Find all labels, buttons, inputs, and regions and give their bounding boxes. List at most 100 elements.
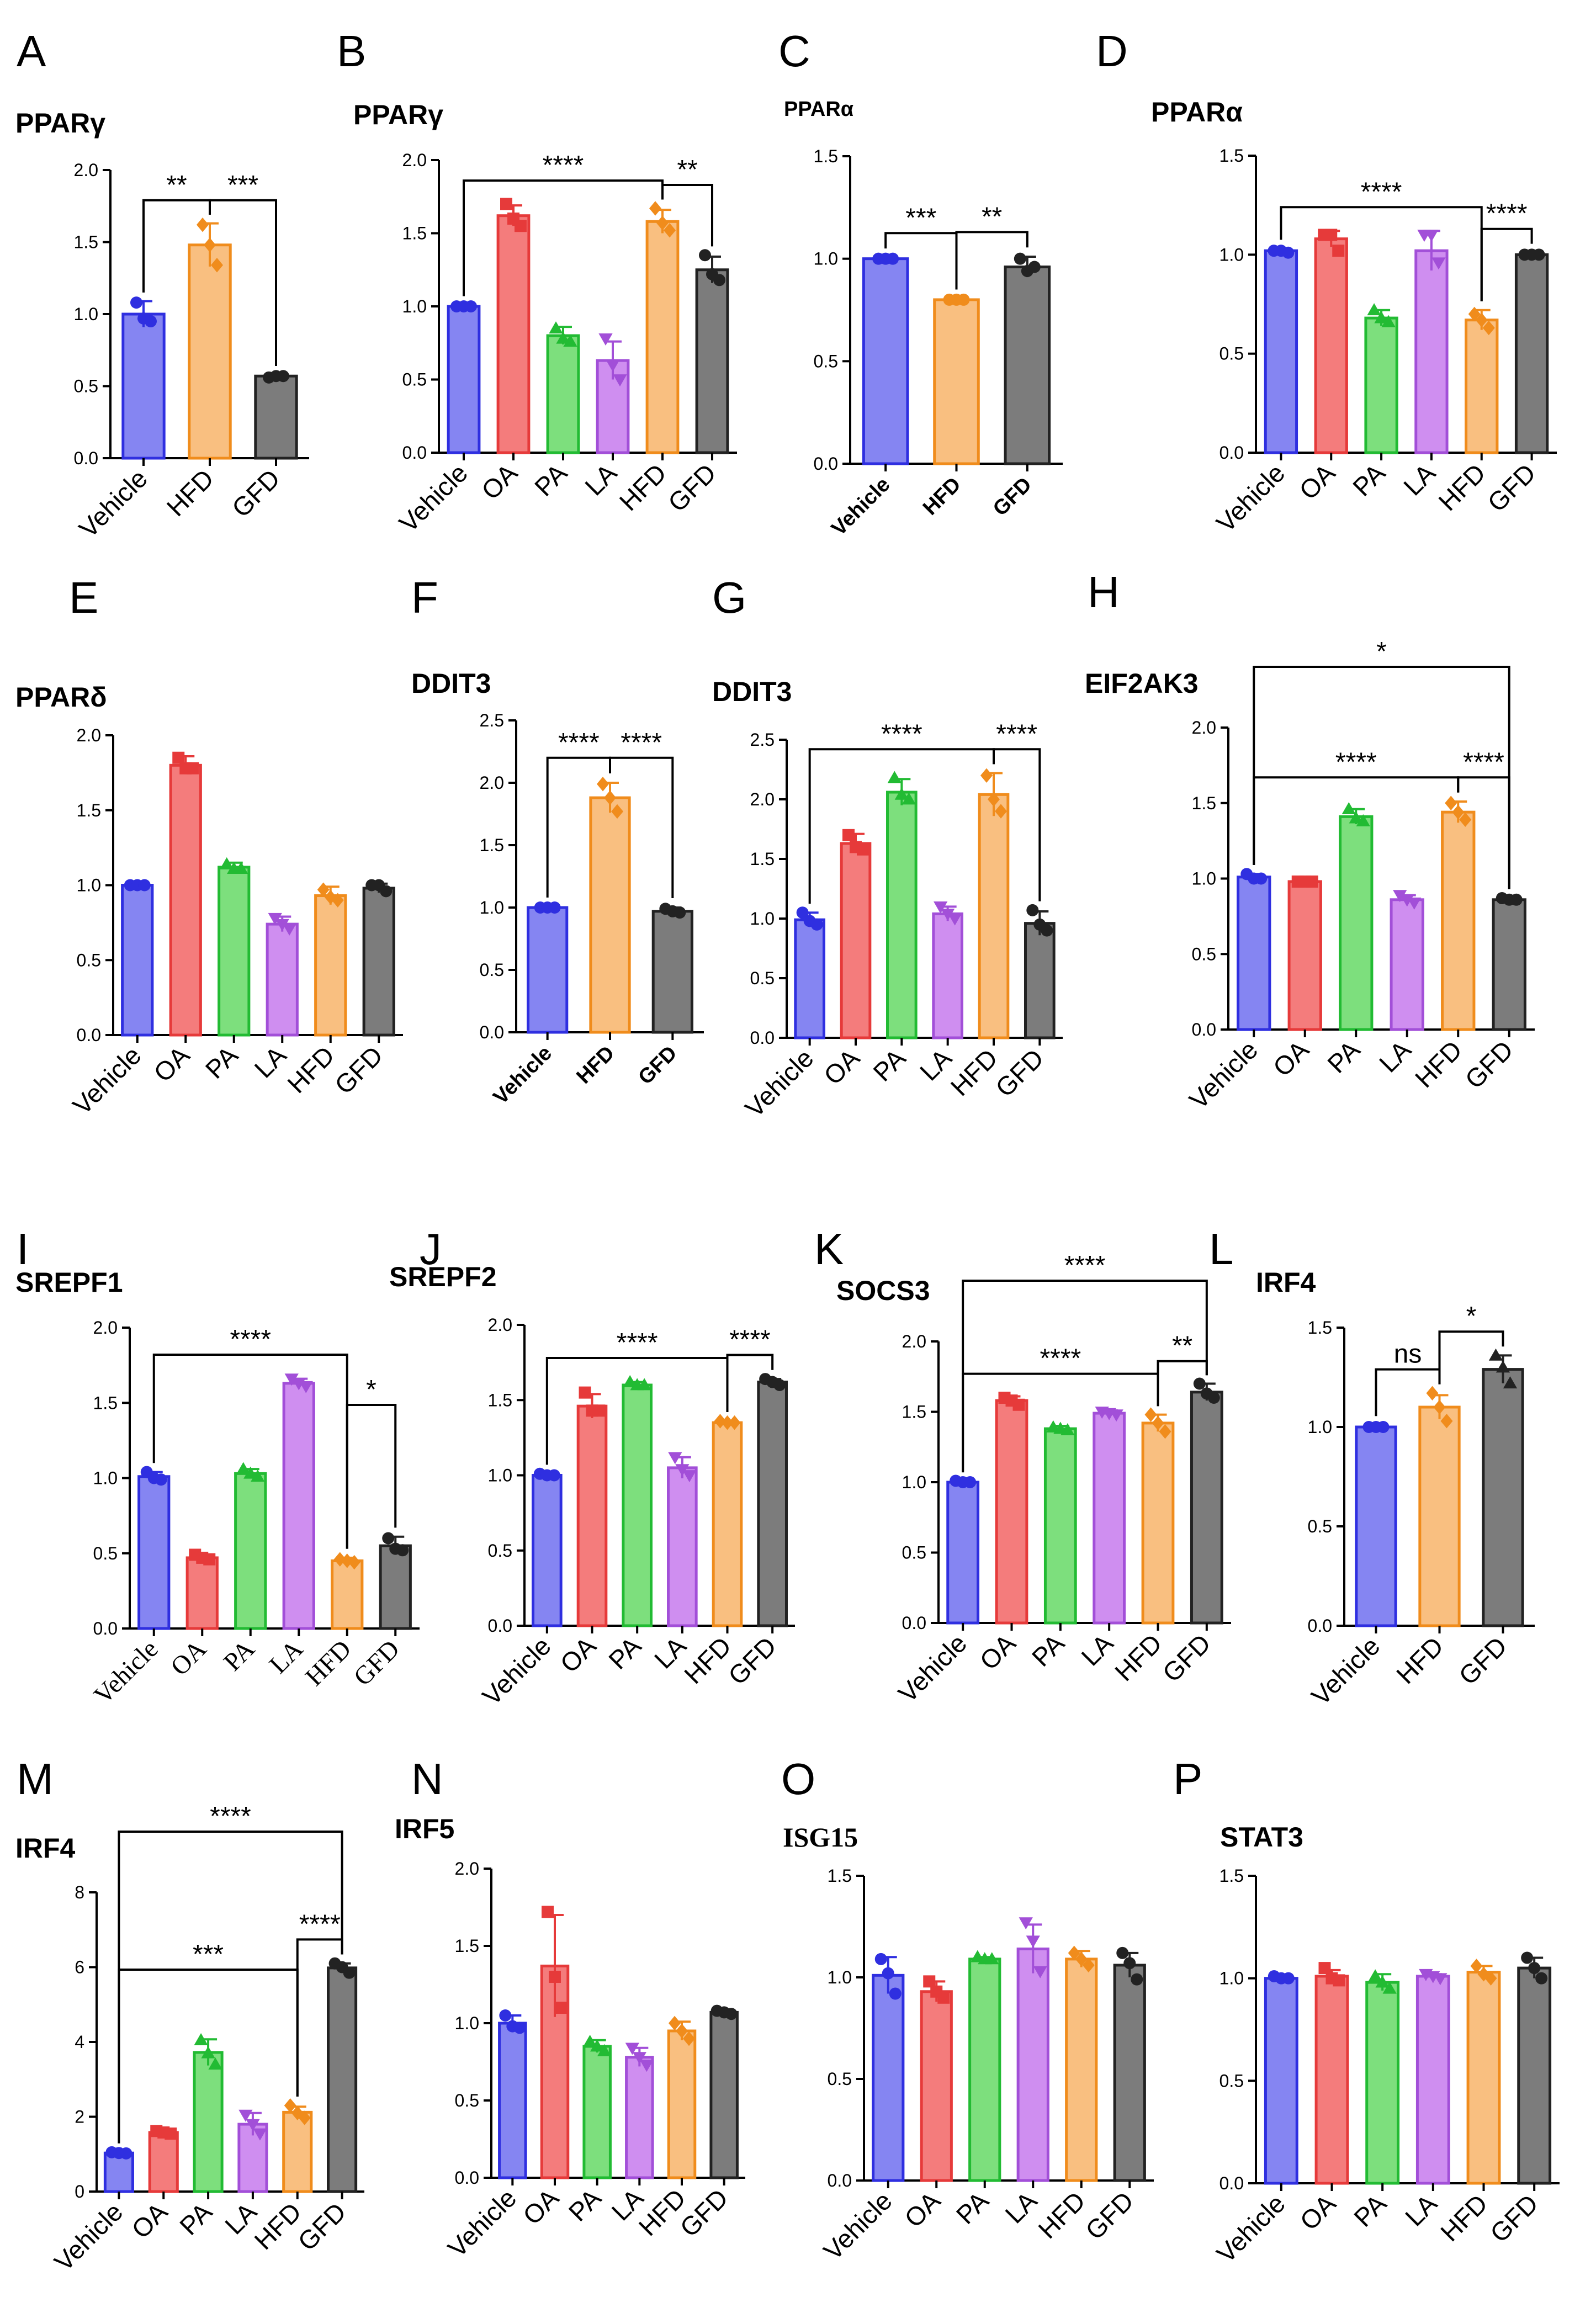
data-point	[941, 909, 955, 921]
bar-vehicle	[794, 918, 826, 1039]
data-point	[563, 334, 577, 347]
bar-gfd	[651, 910, 693, 1034]
panel-label: K	[814, 1224, 844, 1274]
data-point	[548, 1469, 560, 1482]
panel-label: P	[1173, 1754, 1202, 1803]
data-point	[988, 792, 1000, 807]
y-tick-label: 1.5	[455, 1936, 479, 1956]
x-tick-label: PA	[950, 2185, 994, 2230]
significance-label: ****	[1040, 1344, 1081, 1373]
data-point	[348, 1555, 360, 1570]
y-tick-label: 1.5	[402, 224, 427, 243]
bar-gfd	[695, 268, 729, 454]
significance-bracket	[209, 199, 277, 366]
x-tick-label: HFD	[678, 1631, 737, 1690]
data-point	[625, 2043, 639, 2055]
bar-gfd	[709, 2010, 739, 2179]
bar-pa	[1043, 1427, 1077, 1625]
bar-pa	[886, 791, 918, 1039]
significance-bracket	[118, 1831, 343, 2144]
y-tick-label: 1.5	[77, 800, 101, 820]
y-tick-label: 1.5	[902, 1402, 926, 1422]
x-tick-label: OA	[899, 2185, 946, 2233]
bar-gfd	[1482, 1368, 1524, 1627]
y-tick-label: 0.5	[480, 960, 504, 980]
significance-label: ***	[227, 171, 258, 200]
bar-pa	[193, 2051, 224, 2193]
x-tick-label: OA	[554, 1631, 602, 1678]
bar-pa	[234, 1472, 267, 1630]
y-tick-label: 1.5	[828, 1866, 852, 1886]
significance-label: *	[366, 1375, 377, 1404]
data-point	[674, 906, 686, 919]
data-point	[120, 2147, 132, 2160]
data-point	[380, 885, 393, 898]
panel-label: N	[411, 1754, 443, 1803]
data-point	[282, 923, 296, 936]
data-point	[187, 762, 199, 774]
data-point	[1496, 1360, 1510, 1373]
significance-bracket	[1457, 776, 1510, 889]
data-point	[284, 1373, 299, 1386]
x-tick-label: Vehicle	[73, 464, 153, 544]
data-point	[542, 1906, 554, 1918]
x-tick-label: PA	[529, 458, 573, 502]
data-point	[902, 792, 916, 805]
significance-label: ****	[1361, 177, 1402, 206]
chart-title: ISG15	[783, 1822, 858, 1853]
data-point	[676, 2023, 688, 2039]
bar-oa	[995, 1399, 1028, 1625]
bar-vehicle	[532, 1474, 563, 1627]
y-tick-label: 2	[75, 2107, 84, 2127]
data-point	[1470, 1959, 1483, 1974]
bar-hfd	[282, 2110, 313, 2193]
bar-la	[667, 1466, 698, 1627]
significance-bracket	[1438, 1330, 1504, 1384]
x-tick-label: PA	[563, 2183, 607, 2227]
bar-vehicle	[1264, 1977, 1298, 2185]
chart-title: STAT3	[1220, 1822, 1303, 1853]
y-tick-label: 0.0	[1219, 2173, 1244, 2193]
x-tick-label: HFD	[1433, 458, 1491, 517]
data-point	[882, 1967, 894, 1980]
significance-label: *	[1466, 1302, 1477, 1331]
chart-title: PPARγ	[15, 108, 105, 139]
x-tick-label: HFD	[1109, 1628, 1168, 1687]
y-tick-label: 1.0	[1192, 869, 1216, 889]
significance-label: ns	[1394, 1340, 1422, 1369]
data-point	[606, 359, 620, 372]
data-point	[1123, 1957, 1136, 1970]
bar-pa	[546, 334, 580, 454]
data-point	[579, 1386, 591, 1399]
bar-vehicle	[872, 1974, 905, 2182]
data-point	[382, 1532, 395, 1545]
bar-vehicle	[1264, 249, 1298, 454]
significance-label: ****	[299, 1909, 341, 1939]
bar-hfd	[933, 298, 980, 465]
chart-title: SOCS3	[836, 1275, 930, 1306]
bar-vehicle	[862, 257, 909, 465]
x-tick-label: Vehicle	[67, 1041, 147, 1121]
x-tick-label: GFD	[1484, 2189, 1544, 2248]
significance-bracket	[1157, 1360, 1208, 1407]
y-tick-label: 0.5	[750, 968, 775, 988]
significance-label: ****	[621, 728, 662, 757]
panel-label: C	[778, 26, 810, 76]
y-tick-label: 1.5	[488, 1390, 512, 1410]
data-point	[220, 857, 234, 869]
data-point	[277, 370, 289, 383]
x-tick-label: OA	[1267, 1035, 1314, 1082]
data-point	[1356, 814, 1370, 826]
y-tick-label: 1.5	[1219, 146, 1244, 166]
panel-f: F DDIT3 0.0 0.5 1.0 1.5 2.0 2.5 Vehicle HFD GFD ***…	[411, 573, 704, 1109]
data-point	[656, 215, 669, 231]
data-point	[810, 918, 823, 931]
y-tick-label: 0.0	[828, 2171, 852, 2190]
data-point	[1431, 257, 1446, 270]
significance-bracket	[346, 1404, 397, 1549]
significance-label: ****	[1335, 747, 1377, 777]
y-tick-label: 2.0	[1192, 718, 1216, 738]
x-tick-label: HFD	[1391, 1631, 1449, 1690]
chart-title: SREPF1	[15, 1267, 123, 1298]
